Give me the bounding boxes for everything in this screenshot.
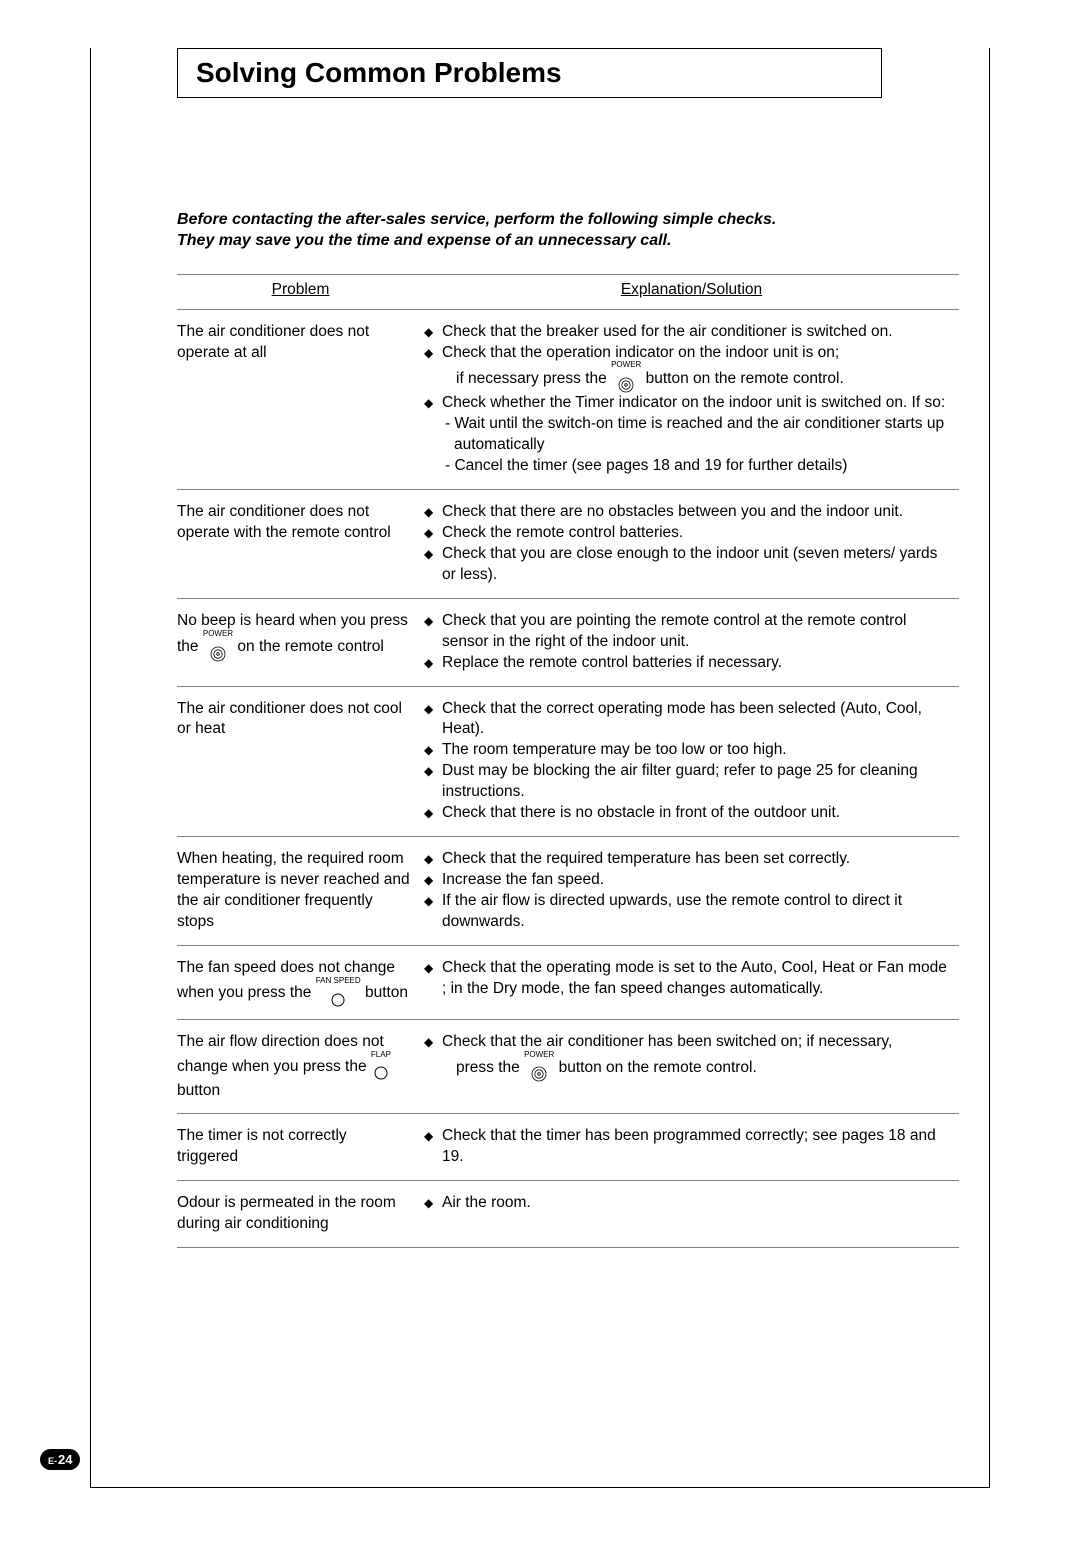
problem-cell: The fan speed does not change when you p…: [177, 945, 424, 1019]
solution-item: Air the room.: [424, 1193, 953, 1214]
header-problem: Problem: [177, 274, 424, 309]
solution-item: Check that the timer has been programmed…: [424, 1126, 953, 1168]
power-button-icon: POWER: [611, 363, 641, 393]
page-number-badge: E-24: [40, 1449, 80, 1470]
solution-item: If the air flow is directed upwards, use…: [424, 891, 953, 933]
page-number-prefix: E-: [48, 1456, 57, 1466]
page-title: Solving Common Problems: [196, 57, 863, 89]
title-bar: Solving Common Problems: [177, 48, 882, 98]
table-row: The air conditioner does not cool or hea…: [177, 686, 959, 837]
fan-speed-button-icon: FAN SPEED: [316, 979, 361, 1007]
troubleshooting-table: Problem Explanation/Solution The air con…: [177, 274, 959, 1249]
problem-cell: The air conditioner does not operate at …: [177, 309, 424, 489]
solution-item: Check that you are pointing the remote c…: [424, 611, 953, 653]
table-row: The air conditioner does not operate at …: [177, 309, 959, 489]
header-solution: Explanation/Solution: [424, 274, 959, 309]
solution-cell: Check that there are no obstacles betwee…: [424, 490, 959, 599]
solution-item: Check that the air conditioner has been …: [424, 1032, 953, 1083]
solution-list: Check that the correct operating mode ha…: [424, 699, 953, 825]
solution-cell: Check that the operating mode is set to …: [424, 945, 959, 1019]
solution-cell: Air the room.: [424, 1181, 959, 1248]
solution-item: The room temperature may be too low or t…: [424, 740, 953, 761]
problem-cell: The timer is not correctly triggered: [177, 1114, 424, 1181]
problem-cell: The air flow direction does not change w…: [177, 1019, 424, 1114]
table-body: The air conditioner does not operate at …: [177, 309, 959, 1248]
solution-list: Check that the required temperature has …: [424, 849, 953, 933]
content-area: Before contacting the after-sales servic…: [91, 98, 989, 1248]
solution-item: Check the remote control batteries.: [424, 523, 953, 544]
table-header-row: Problem Explanation/Solution: [177, 274, 959, 309]
solution-item: Replace the remote control batteries if …: [424, 653, 953, 674]
table-row: When heating, the required room temperat…: [177, 837, 959, 946]
solution-item: Check whether the Timer indicator on the…: [424, 393, 953, 477]
problem-cell: The air conditioner does not cool or hea…: [177, 686, 424, 837]
solution-cell: Check that you are pointing the remote c…: [424, 598, 959, 686]
flap-button-icon: FLAP: [371, 1053, 391, 1081]
solution-item: Check that the required temperature has …: [424, 849, 953, 870]
page-frame: Solving Common Problems Before contactin…: [90, 48, 990, 1488]
solution-list: Check that the air conditioner has been …: [424, 1032, 953, 1083]
solution-cell: Check that the correct operating mode ha…: [424, 686, 959, 837]
solution-item: Dust may be blocking the air filter guar…: [424, 761, 953, 803]
solution-item: Check that the breaker used for the air …: [424, 322, 953, 343]
solution-cell: Check that the air conditioner has been …: [424, 1019, 959, 1114]
solution-item: Check that the operating mode is set to …: [424, 958, 953, 1000]
solution-list: Check that the operating mode is set to …: [424, 958, 953, 1000]
table-row: No beep is heard when you press the POWE…: [177, 598, 959, 686]
solution-item: Check that there are no obstacles betwee…: [424, 502, 953, 523]
solution-item: Increase the fan speed.: [424, 870, 953, 891]
power-button-icon: POWER: [524, 1053, 554, 1083]
solution-list: Check that the breaker used for the air …: [424, 322, 953, 477]
table-row: Odour is permeated in the room during ai…: [177, 1181, 959, 1248]
document-page: Solving Common Problems Before contactin…: [0, 48, 1080, 1558]
intro-text: Before contacting the after-sales servic…: [177, 210, 959, 252]
problem-cell: Odour is permeated in the room during ai…: [177, 1181, 424, 1248]
solution-cell: Check that the timer has been programmed…: [424, 1114, 959, 1181]
table-row: The air flow direction does not change w…: [177, 1019, 959, 1114]
solution-item: Check that the correct operating mode ha…: [424, 699, 953, 741]
solution-subitem: - Cancel the timer (see pages 18 and 19 …: [442, 456, 953, 477]
problem-cell: When heating, the required room temperat…: [177, 837, 424, 946]
problem-cell: No beep is heard when you press the POWE…: [177, 598, 424, 686]
solution-cell: Check that the breaker used for the air …: [424, 309, 959, 489]
solution-list: Check that there are no obstacles betwee…: [424, 502, 953, 586]
solution-list: Check that you are pointing the remote c…: [424, 611, 953, 674]
power-button-icon: POWER: [203, 632, 233, 662]
solution-list: Check that the timer has been programmed…: [424, 1126, 953, 1168]
solution-item: Check that the operation indicator on th…: [424, 343, 953, 394]
problem-cell: The air conditioner does not operate wit…: [177, 490, 424, 599]
table-row: The timer is not correctly triggeredChec…: [177, 1114, 959, 1181]
page-number-value: 24: [58, 1452, 72, 1467]
table-row: The air conditioner does not operate wit…: [177, 490, 959, 599]
solution-list: Air the room.: [424, 1193, 953, 1214]
solution-item: Check that you are close enough to the i…: [424, 544, 953, 586]
table-row: The fan speed does not change when you p…: [177, 945, 959, 1019]
solution-cell: Check that the required temperature has …: [424, 837, 959, 946]
intro-line-2: They may save you the time and expense o…: [177, 232, 671, 249]
solution-subitem: - Wait until the switch-on time is reach…: [442, 414, 953, 456]
solution-item: Check that there is no obstacle in front…: [424, 803, 953, 824]
intro-line-1: Before contacting the after-sales servic…: [177, 211, 776, 228]
